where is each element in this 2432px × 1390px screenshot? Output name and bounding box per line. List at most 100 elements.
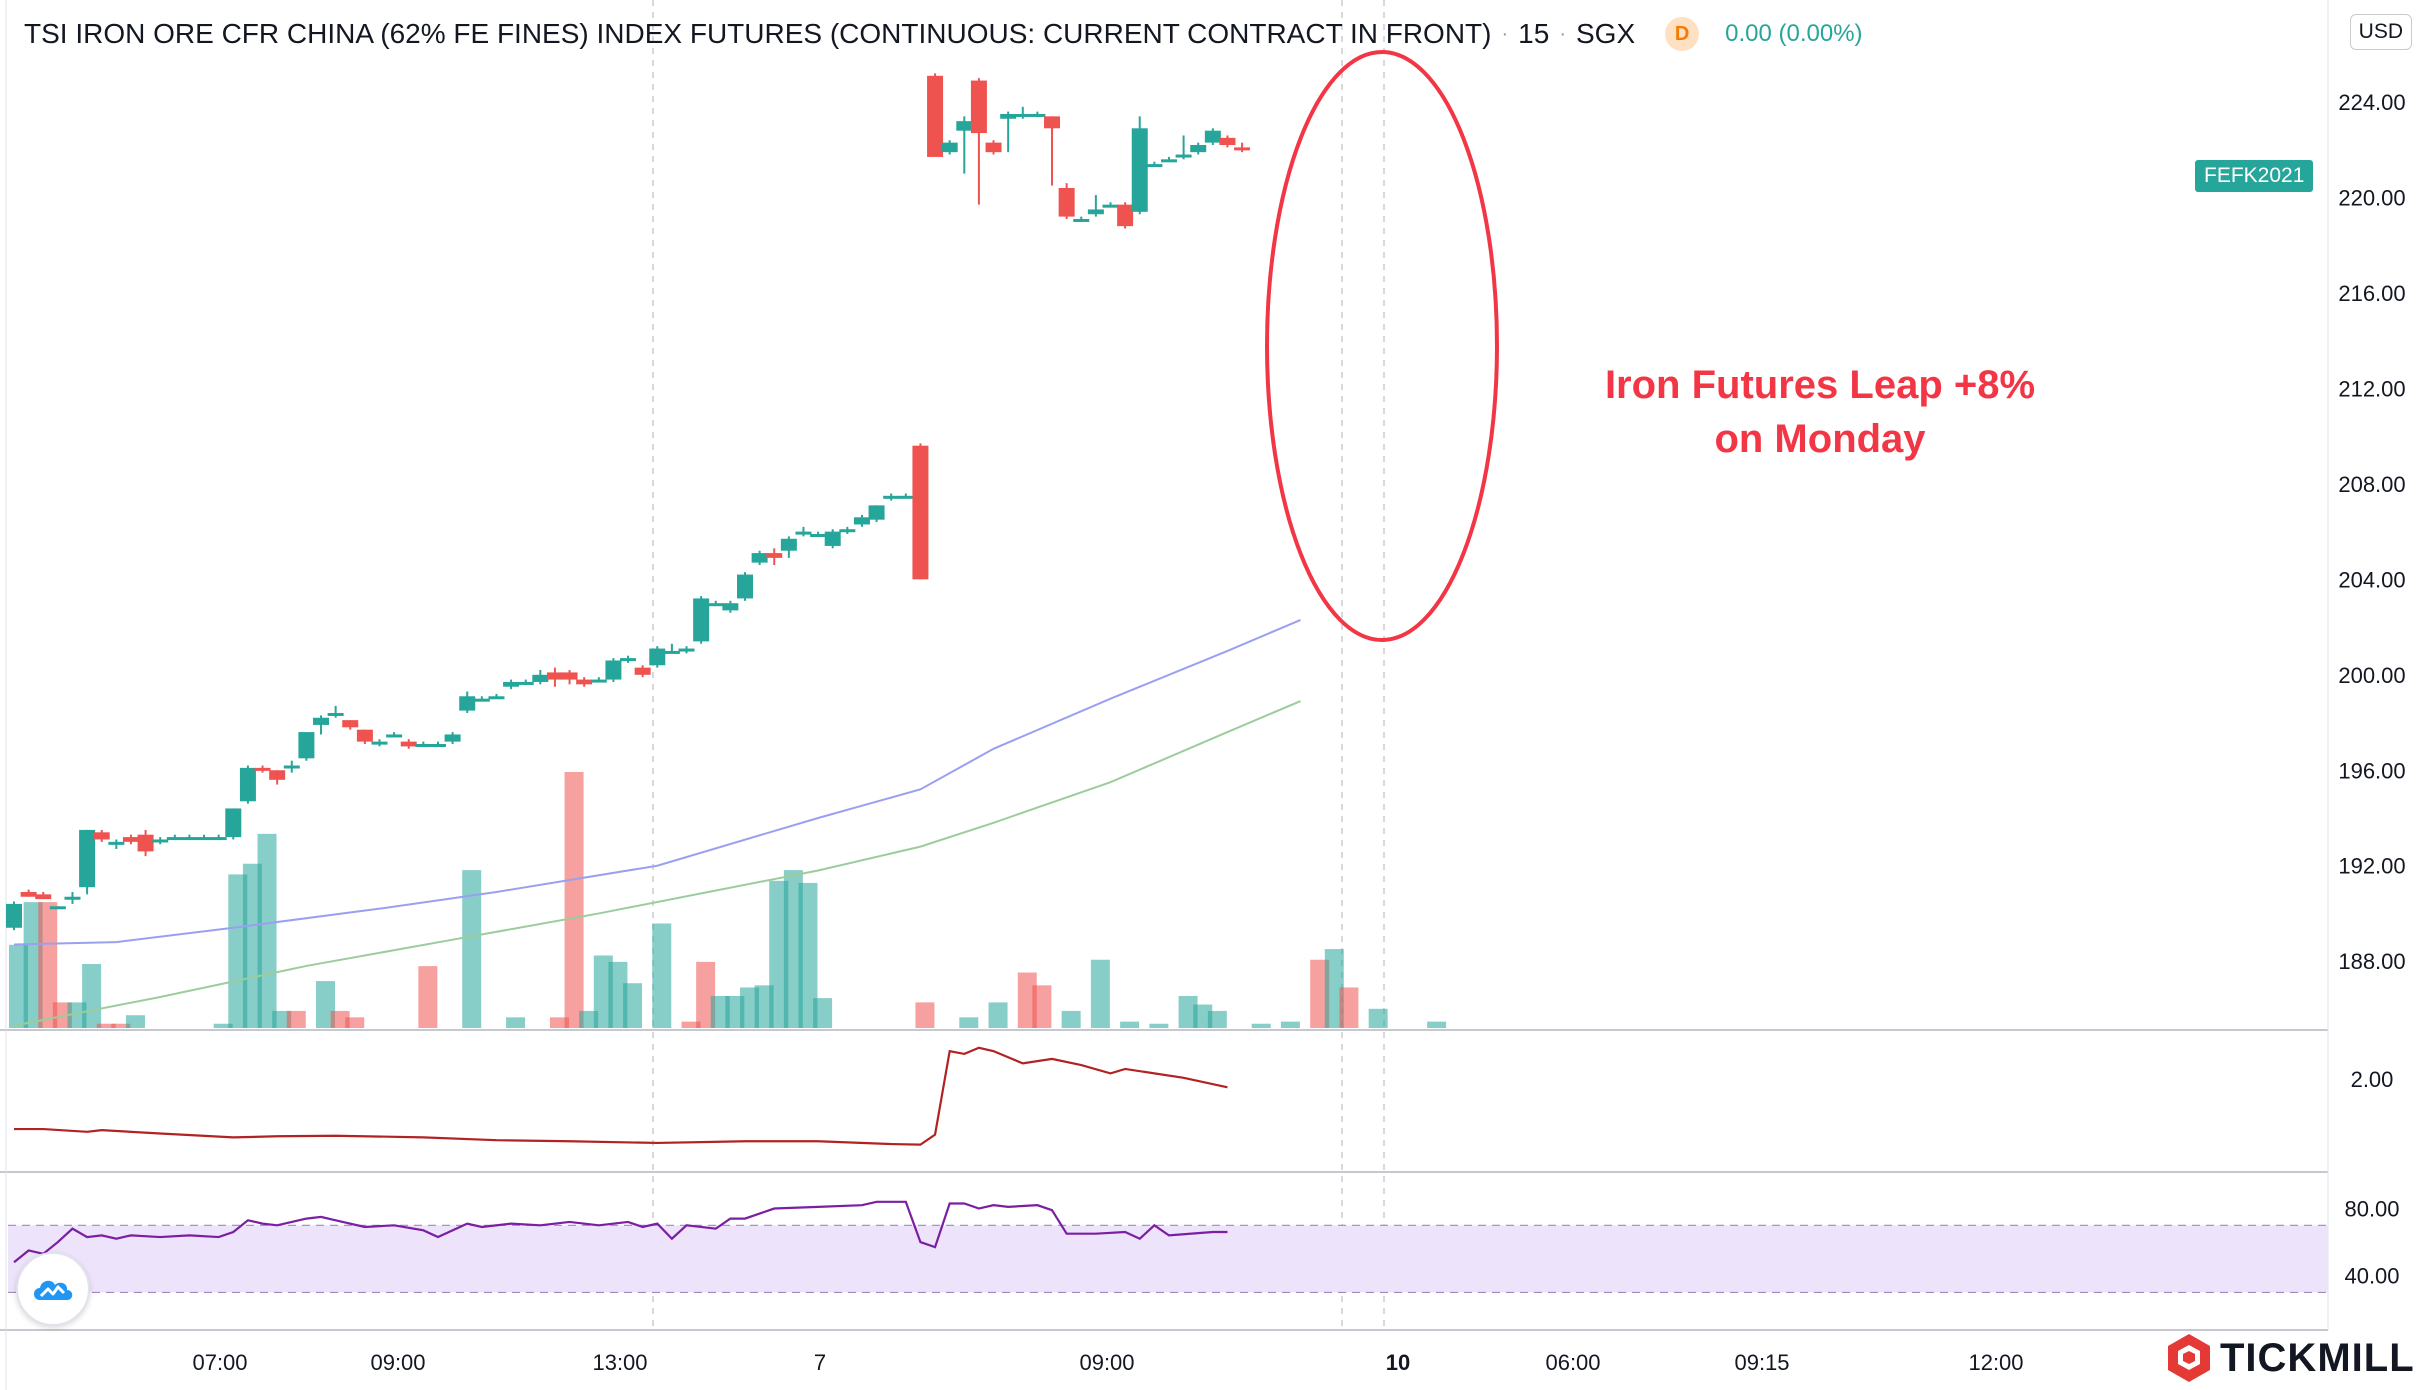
- candle-body: [371, 741, 388, 745]
- candle-body: [1058, 187, 1075, 217]
- volume-bar: [754, 985, 774, 1028]
- candle-body: [386, 734, 403, 738]
- price-tick-label: 208.00: [2338, 472, 2405, 497]
- candle-body: [780, 538, 797, 551]
- rsi-tick-label: 80.00: [2344, 1197, 2399, 1222]
- candle-body: [313, 717, 330, 725]
- volume-bar: [1310, 959, 1330, 1028]
- volume-bar: [579, 1010, 599, 1028]
- volume-bar: [1149, 1023, 1169, 1028]
- volume-bar: [242, 863, 262, 1028]
- candle-body: [20, 891, 37, 897]
- candle-body: [225, 808, 242, 838]
- tradingview-cloud-icon[interactable]: [16, 1252, 90, 1326]
- brand-name: TICKMILL: [2220, 1335, 2415, 1380]
- candle-body: [678, 648, 695, 652]
- volume-bar: [1032, 985, 1052, 1028]
- interval[interactable]: 15: [1518, 18, 1550, 49]
- volume-bar: [1339, 987, 1359, 1028]
- candle-body: [897, 495, 914, 499]
- exchange: SGX: [1575, 18, 1636, 49]
- candle-body: [824, 531, 841, 546]
- price-tick-label: 192.00: [2338, 854, 2405, 879]
- candlesticks: [6, 73, 1251, 931]
- candle-body: [196, 837, 213, 841]
- volume-bar: [506, 1017, 526, 1028]
- time-tick-label: 12:00: [1968, 1350, 2023, 1375]
- moving-averages: [13, 618, 1301, 1027]
- candle-body: [1102, 204, 1119, 208]
- volume-bar: [1427, 1021, 1447, 1028]
- candle-body: [693, 598, 710, 642]
- candle-body: [49, 906, 66, 910]
- candle-body: [912, 445, 929, 580]
- candle-body: [868, 505, 885, 520]
- indicator-panel: [14, 1046, 1228, 1146]
- volume-bar: [1324, 949, 1344, 1028]
- volume-bar: [1251, 1023, 1271, 1028]
- candle-body: [941, 142, 958, 153]
- volume-bar: [418, 966, 438, 1028]
- candle-body: [473, 698, 490, 702]
- candle-body: [1000, 113, 1017, 119]
- volume-bar: [549, 1017, 569, 1028]
- annotation-line-1: Iron Futures Leap +8%: [1604, 363, 2036, 407]
- price-tick-label: 188.00: [2338, 949, 2405, 974]
- candle-body: [970, 80, 987, 134]
- candle-body: [488, 696, 505, 700]
- volume-bar: [623, 983, 643, 1028]
- volume-bar: [593, 955, 613, 1028]
- annotation-line-2: on Monday: [1714, 417, 1926, 461]
- candle-body: [429, 744, 446, 748]
- volume-bar: [272, 1010, 292, 1028]
- candle-body: [722, 603, 739, 611]
- candle-body: [576, 679, 593, 685]
- candle-body: [35, 894, 52, 900]
- candle-body: [751, 553, 768, 563]
- volume-bar: [1178, 996, 1198, 1028]
- candle-body: [707, 603, 724, 607]
- delay-badge[interactable]: D: [1665, 17, 1700, 51]
- candle-body: [137, 834, 154, 852]
- volume-bar: [213, 1023, 233, 1028]
- price-axis[interactable]: 224.00 220.00 216.00 212.00 208.00 204.00 200.…: [2338, 90, 2405, 1289]
- volume-bar: [608, 961, 628, 1028]
- candle-body: [459, 696, 476, 711]
- candle-body: [532, 674, 549, 682]
- time-tick-label: 06:00: [1545, 1350, 1600, 1375]
- tickmill-logo-icon: [2168, 1334, 2210, 1382]
- volume-bar: [228, 874, 248, 1028]
- price-tick-label: 220.00: [2338, 186, 2405, 211]
- time-tick-label: 09:15: [1734, 1350, 1789, 1375]
- session-dividers: [652, 0, 1385, 1330]
- symbol-title[interactable]: TSI IRON ORE CFR CHINA (62% FE FINES) IN…: [24, 18, 1492, 49]
- volume-bar: [769, 880, 789, 1028]
- last-price-label: FEFK2021: [2195, 160, 2314, 192]
- time-tick-label: 13:00: [592, 1350, 647, 1375]
- candle-body: [795, 531, 812, 535]
- candle-body: [927, 75, 944, 157]
- price-change: 0.00 (0.00%): [1725, 20, 1863, 47]
- brand-mark: TICKMILL: [2166, 1332, 2415, 1384]
- currency-button[interactable]: USD: [2349, 14, 2412, 50]
- ma-fast-line: [13, 618, 1301, 946]
- candle-body: [561, 672, 578, 680]
- candle-body: [810, 534, 827, 537]
- candle-body: [1219, 137, 1236, 146]
- chart-header: TSI IRON ORE CFR CHINA (62% FE FINES) IN…: [24, 14, 1863, 54]
- separator-dot: ·: [1501, 22, 1509, 45]
- volume-bar: [38, 902, 58, 1028]
- time-axis[interactable]: 07:00 09:00 13:00 7 09:00 10 06:00 09:15 12:00: [192, 1350, 2023, 1375]
- candle-body: [737, 574, 753, 599]
- annotation-text: Iron Futures Leap +8% on Monday: [1560, 358, 2080, 466]
- volume-bar: [959, 1017, 979, 1028]
- candle-body: [327, 712, 344, 716]
- volume-bar: [9, 944, 28, 1028]
- candle-body: [853, 517, 870, 525]
- candle-body: [269, 770, 286, 780]
- candle-body: [1117, 204, 1134, 227]
- volume-bar: [710, 996, 730, 1028]
- rsi-band: [8, 1224, 2328, 1294]
- volume-bar: [564, 772, 584, 1028]
